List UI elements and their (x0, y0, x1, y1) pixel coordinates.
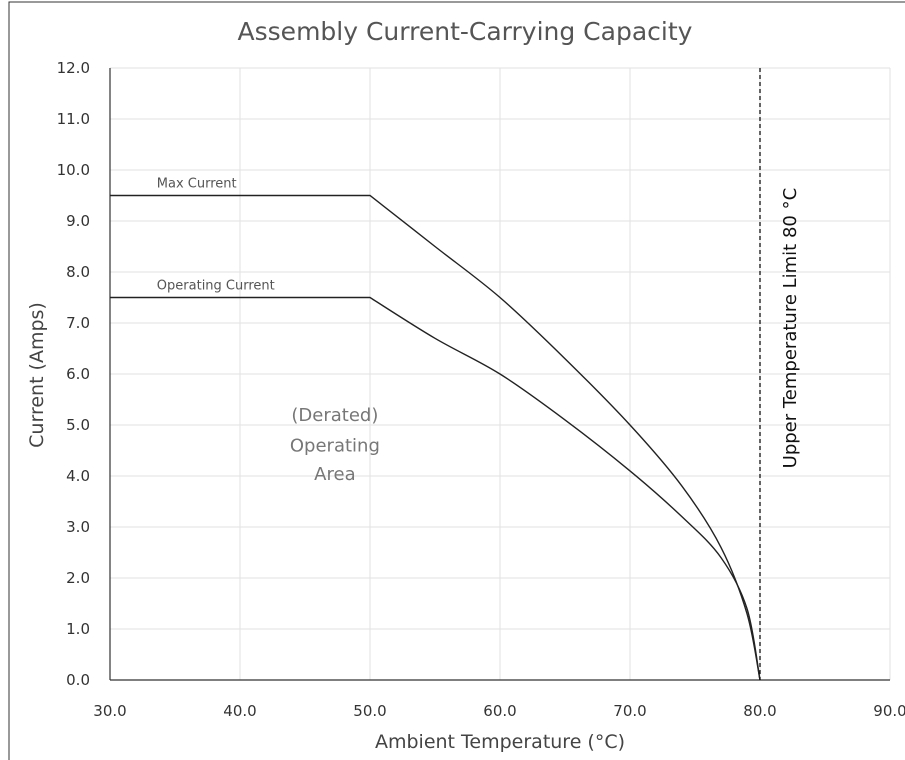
series-label: Operating Current (157, 279, 275, 294)
area-label-line: Area (314, 464, 355, 485)
area-label-line: (Derated) (291, 405, 378, 426)
y-axis-title: Current (Amps) (26, 302, 48, 448)
upper-limit-label: Upper Temperature Limit 80 °C (780, 188, 801, 469)
x-tick-label: 70.0 (613, 702, 646, 720)
series-label: Max Current (157, 177, 237, 192)
y-tick-label: 3.0 (66, 518, 90, 536)
y-tick-label: 1.0 (66, 620, 90, 638)
chart-title: Assembly Current-Carrying Capacity (238, 17, 693, 46)
x-tick-label: 50.0 (353, 702, 386, 720)
y-tick-label: 7.0 (66, 314, 90, 332)
y-tick-label: 10.0 (57, 161, 90, 179)
y-tick-label: 2.0 (66, 569, 90, 587)
y-tick-label: 12.0 (57, 59, 90, 77)
y-tick-label: 5.0 (66, 416, 90, 434)
series-layer (110, 68, 761, 681)
y-tick-label: 8.0 (66, 263, 90, 281)
x-tick-label: 30.0 (93, 702, 126, 720)
y-tick-label: 9.0 (66, 212, 90, 230)
x-axis-title: Ambient Temperature (°C) (375, 731, 625, 753)
area-label-line: Operating (290, 436, 380, 457)
x-tick-label: 80.0 (743, 702, 776, 720)
y-tick-label: 0.0 (66, 671, 90, 689)
x-tick-label: 60.0 (483, 702, 516, 720)
axes-layer: 0.0 1.0 2.0 3.0 4.0 5.0 6.0 7.0 8.0 9.0 10.0 11.0 12… (57, 59, 905, 720)
y-tick-label: 4.0 (66, 467, 90, 485)
y-tick-label: 6.0 (66, 365, 90, 383)
y-tick-label: 11.0 (57, 110, 90, 128)
series-line-operating-current (110, 296, 761, 681)
labels-layer: Max Current Operating Current Upper Temper… (157, 177, 801, 486)
x-tick-label: 40.0 (223, 702, 256, 720)
x-tick-label: 90.0 (873, 702, 905, 720)
chart-frame (8, 1, 905, 760)
